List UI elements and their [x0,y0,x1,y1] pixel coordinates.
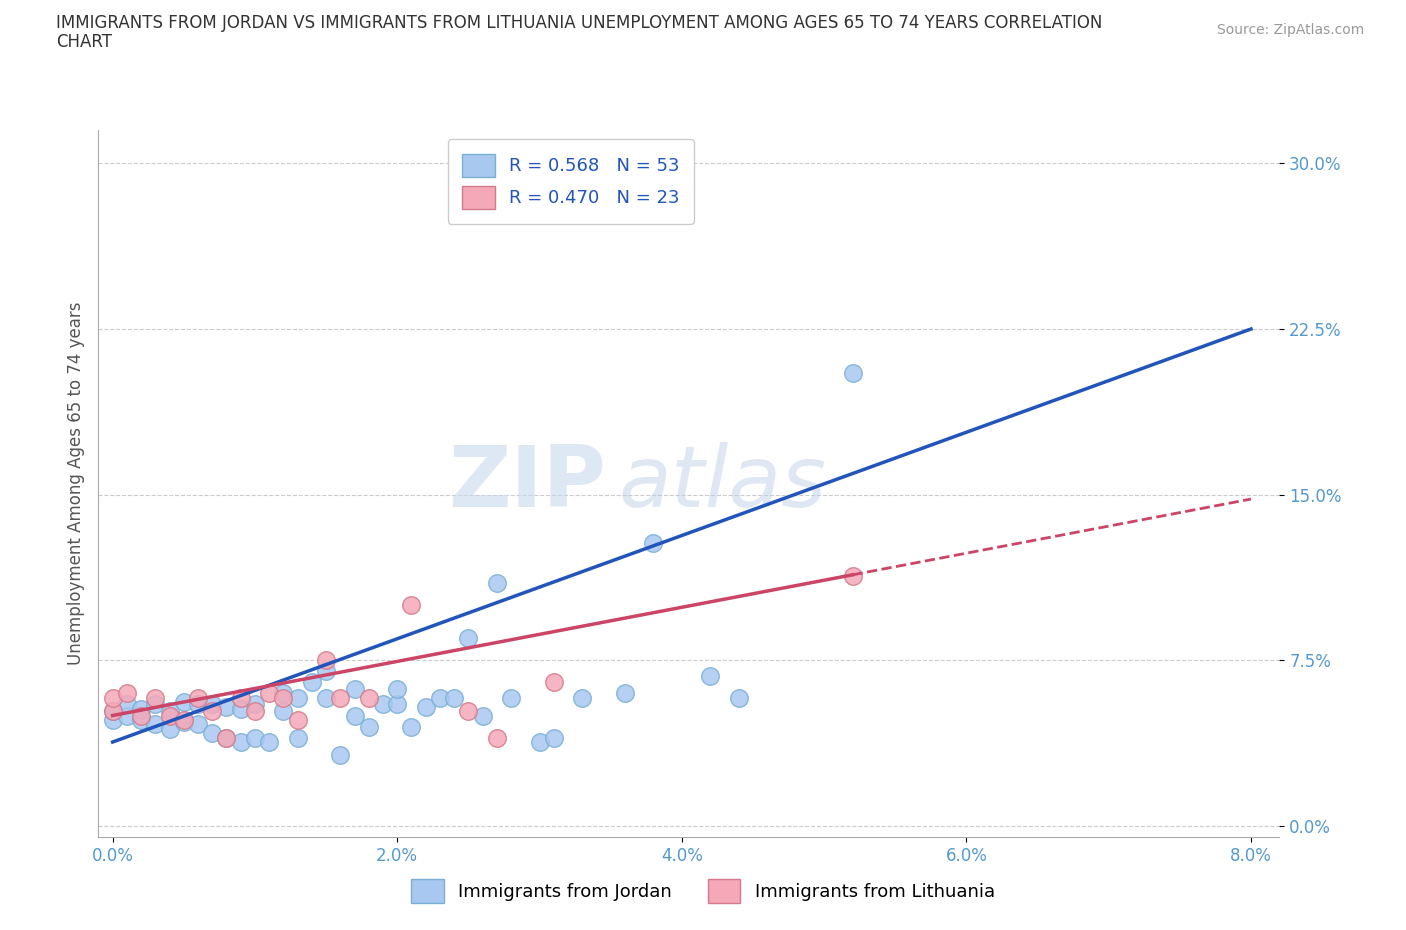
Point [101,704,124,719]
Legend: R = 0.568   N = 53, R = 0.470   N = 23: R = 0.568 N = 53, R = 0.470 N = 23 [447,140,695,223]
Point [613,686,636,701]
Point [543,675,565,690]
Point [243,730,266,745]
Point [401,719,423,734]
Point [543,730,565,745]
Point [357,690,380,705]
Text: Source: ZipAtlas.com: Source: ZipAtlas.com [1216,23,1364,37]
Point [159,704,181,719]
Point [315,664,337,679]
Point [101,690,124,705]
Point [243,698,266,712]
Point [485,576,508,591]
Point [571,690,593,705]
Point [229,701,252,716]
Point [215,699,238,714]
Point [201,725,224,740]
Point [115,686,138,701]
Point [173,695,195,710]
Point [173,712,195,727]
Text: IMMIGRANTS FROM JORDAN VS IMMIGRANTS FROM LITHUANIA UNEMPLOYMENT AMONG AGES 65 T: IMMIGRANTS FROM JORDAN VS IMMIGRANTS FRO… [56,14,1102,32]
Point [529,735,551,750]
Point [257,735,280,750]
Point [287,712,309,727]
Point [699,669,721,684]
Point [229,690,252,705]
Point [143,698,166,712]
Point [129,712,152,727]
Point [841,569,863,584]
Point [215,730,238,745]
Point [485,730,508,745]
Point [101,712,124,727]
Point [243,704,266,719]
Point [357,719,380,734]
Text: CHART: CHART [56,33,112,50]
Point [101,704,124,719]
Point [273,704,295,719]
Point [115,698,138,712]
Point [315,690,337,705]
Point [187,690,209,705]
Point [499,690,522,705]
Point [159,722,181,737]
Text: ZIP: ZIP [449,442,606,525]
Point [415,699,437,714]
Point [143,717,166,732]
Point [387,698,409,712]
Point [257,686,280,701]
Point [273,686,295,701]
Point [343,708,366,723]
Point [201,698,224,712]
Text: atlas: atlas [619,442,827,525]
Point [429,690,451,705]
Point [129,708,152,723]
Point [187,717,209,732]
Point [187,698,209,712]
Point [329,690,352,705]
Point [201,704,224,719]
Point [643,536,665,551]
Point [115,708,138,723]
Point [401,598,423,613]
Point [287,690,309,705]
Point [471,708,494,723]
Point [173,714,195,729]
Point [457,631,479,645]
Point [329,748,352,763]
Point [315,653,337,668]
Point [727,690,749,705]
Point [371,698,394,712]
Point [443,690,465,705]
Point [841,365,863,380]
Point [387,682,409,697]
Point [159,708,181,723]
Point [301,675,323,690]
Y-axis label: Unemployment Among Ages 65 to 74 years: Unemployment Among Ages 65 to 74 years [66,302,84,665]
Point [129,701,152,716]
Legend: Immigrants from Jordan, Immigrants from Lithuania: Immigrants from Jordan, Immigrants from … [402,870,1004,911]
Point [343,682,366,697]
Point [287,730,309,745]
Point [229,735,252,750]
Point [273,690,295,705]
Point [143,690,166,705]
Point [215,730,238,745]
Point [457,704,479,719]
